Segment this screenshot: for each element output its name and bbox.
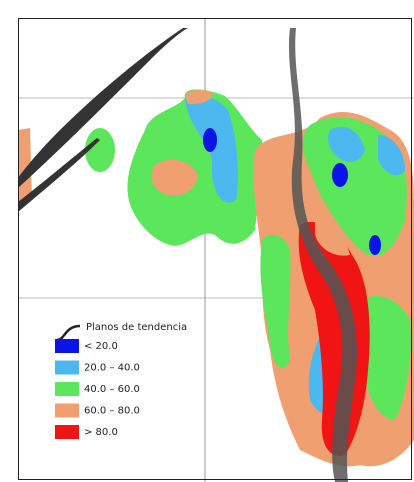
legend-swatch (55, 360, 79, 375)
legend-label: 60.0 – 80.0 (84, 406, 140, 417)
zone (260, 234, 291, 369)
legend-swatch (55, 382, 79, 396)
zone (185, 89, 213, 105)
legend-label: > 80.0 (84, 427, 118, 438)
legend-swatch (55, 339, 79, 353)
trend-plane (18, 138, 100, 212)
trend-plane (288, 28, 357, 482)
legend-label: < 20.0 (84, 341, 118, 352)
zone (203, 128, 217, 152)
trend-plane (18, 28, 188, 188)
legend-swatch (55, 403, 79, 418)
legend-label: 40.0 – 60.0 (84, 384, 140, 395)
zone (18, 128, 32, 205)
legend-title: Planos de tendencia (86, 322, 187, 333)
legend-label: 20.0 – 40.0 (84, 363, 140, 374)
zone (357, 296, 411, 420)
zone (332, 163, 348, 187)
zone (378, 135, 405, 176)
zone (315, 219, 350, 256)
zone (327, 126, 365, 162)
zone (151, 159, 198, 196)
zone (369, 235, 381, 255)
legend-swatch (55, 425, 79, 439)
frame (18, 18, 412, 480)
zone (85, 128, 115, 172)
